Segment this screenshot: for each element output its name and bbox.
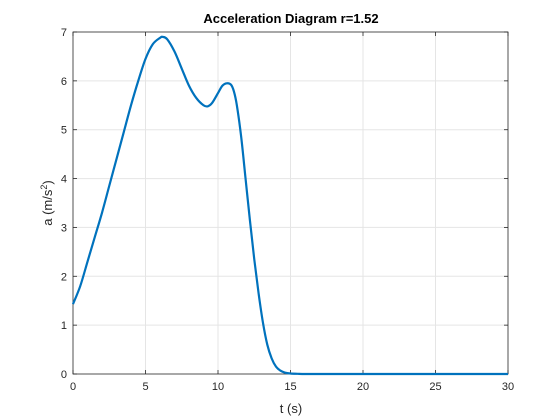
x-tick-label: 10 [212,381,224,393]
y-axis-label-close: ) [40,180,55,184]
y-tick-label: 4 [61,174,67,186]
x-tick-label: 30 [502,381,514,393]
x-tick-label: 5 [142,381,148,393]
y-tick-label: 3 [61,222,67,234]
y-tick-label: 2 [61,271,67,283]
y-tick-label: 7 [61,27,67,39]
y-tick-label: 0 [61,369,67,381]
y-axis-label-superscript: 2 [39,185,49,190]
series-line [71,35,509,376]
x-tick-label: 15 [284,381,296,393]
series-group [71,35,509,376]
x-axis-label: t (s) [280,401,302,416]
x-tick-label: 25 [429,381,441,393]
x-tick-label: 0 [70,381,76,393]
y-axis-label: a (m/s2) [39,180,55,225]
y-axis-label-main: a (m/s [40,189,55,226]
y-tick-label: 1 [61,320,67,332]
y-tick-label: 5 [61,125,67,137]
x-tick-label: 20 [357,381,369,393]
grid [73,32,508,374]
y-tick-label: 6 [61,76,67,88]
chart-title: Acceleration Diagram r=1.52 [203,11,378,26]
ticks: 0 5 10 15 20 25 30 0 1 2 3 4 5 6 7 [61,27,514,393]
